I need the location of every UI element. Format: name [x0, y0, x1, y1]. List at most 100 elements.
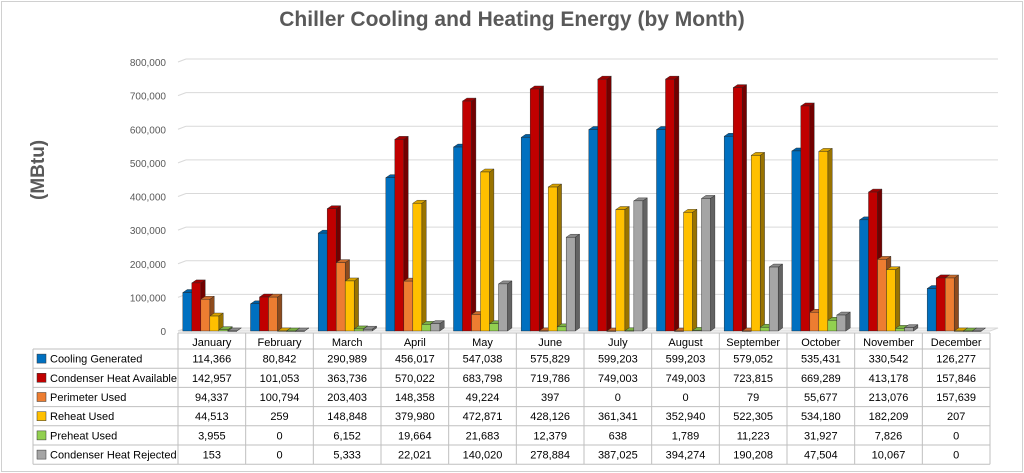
bar — [227, 330, 238, 332]
bar — [750, 155, 761, 332]
gridline-side — [177, 125, 187, 130]
bar — [250, 303, 260, 332]
data-label: 579,052 — [733, 354, 773, 366]
legend-key — [36, 411, 47, 421]
bar — [394, 139, 405, 332]
y-tick-label: 700,000 — [130, 92, 167, 103]
bar — [935, 277, 946, 332]
bar — [277, 330, 287, 332]
bar-side — [692, 208, 698, 332]
bar — [886, 269, 896, 332]
bar — [741, 330, 752, 332]
bar — [904, 327, 914, 332]
bar — [353, 328, 364, 332]
bar — [827, 320, 838, 332]
bar-side — [845, 311, 851, 332]
gridline-side — [177, 226, 187, 231]
bar-side — [674, 75, 680, 332]
data-label: 723,815 — [733, 373, 773, 385]
data-label: 0 — [276, 430, 282, 442]
data-label: 1,789 — [672, 430, 700, 442]
bar — [926, 288, 937, 332]
bar — [200, 299, 211, 332]
gridline-side — [177, 58, 187, 63]
data-label: 6,152 — [333, 430, 361, 442]
bar — [683, 212, 693, 332]
data-label: 0 — [615, 392, 621, 404]
bar — [868, 191, 878, 332]
series-label: Condenser Heat Rejected — [50, 450, 177, 462]
data-label: 352,940 — [666, 411, 706, 423]
series-label: Condenser Heat Available — [50, 373, 177, 385]
data-label: 0 — [953, 430, 959, 442]
month-label: June — [538, 337, 562, 349]
data-label: 114,366 — [192, 354, 231, 366]
bar-side — [827, 148, 833, 332]
y-tick-label: 500,000 — [130, 159, 167, 170]
bar — [701, 198, 711, 332]
bar — [809, 312, 820, 332]
gridline-side — [177, 159, 187, 164]
data-label: 0 — [276, 450, 282, 462]
month-label: April — [404, 337, 426, 349]
data-label: 330,542 — [869, 354, 909, 366]
bar — [344, 280, 355, 332]
bar-side — [574, 233, 580, 332]
bar — [953, 330, 964, 332]
series-label: Reheat Used — [50, 411, 114, 423]
bar — [326, 208, 337, 332]
gridline-side — [177, 260, 187, 265]
bar — [412, 203, 423, 332]
data-label: 126,277 — [936, 354, 976, 366]
data-label: 190,208 — [733, 450, 773, 462]
data-label: 669,289 — [801, 373, 841, 385]
bar — [421, 324, 432, 332]
bar — [556, 326, 567, 332]
bar — [362, 329, 373, 332]
bar-side — [538, 85, 544, 332]
data-label: 12,379 — [533, 430, 567, 442]
legend-key — [36, 392, 47, 402]
month-label: January — [192, 337, 232, 349]
data-label: 456,017 — [395, 354, 435, 366]
bar-side — [809, 102, 815, 332]
data-label: 575,829 — [530, 354, 570, 366]
bar — [430, 323, 441, 332]
bar-side — [471, 97, 477, 332]
bar-side — [642, 197, 648, 332]
data-label: 79 — [747, 392, 759, 404]
bar — [480, 171, 490, 332]
y-tick-label: 300,000 — [130, 226, 167, 237]
bar — [597, 78, 608, 332]
data-label: 472,871 — [463, 411, 503, 423]
month-label: July — [608, 337, 628, 349]
data-label: 3,955 — [198, 430, 226, 442]
y-tick-label: 200,000 — [130, 260, 167, 271]
bar — [471, 314, 481, 332]
data-label: 10,067 — [872, 450, 906, 462]
data-label: 290,989 — [327, 354, 367, 366]
series-label: Perimeter Used — [50, 392, 126, 404]
bar — [259, 296, 269, 332]
bar — [547, 186, 558, 332]
bar-side — [759, 151, 765, 332]
data-label: 683,798 — [463, 373, 503, 385]
data-label: 413,178 — [869, 373, 909, 385]
bar — [877, 259, 887, 332]
data-label: 31,927 — [804, 430, 838, 442]
data-label: 0 — [953, 450, 959, 462]
bar — [606, 330, 617, 332]
data-label: 278,884 — [530, 450, 570, 462]
data-label: 638 — [609, 430, 627, 442]
chart-title: Chiller Cooling and Heating Energy (by M… — [279, 8, 745, 31]
data-label: 101,053 — [260, 373, 300, 385]
data-label: 397 — [541, 392, 559, 404]
bar — [656, 129, 666, 332]
bar — [944, 277, 955, 332]
bar — [836, 314, 847, 332]
month-label: May — [472, 337, 493, 349]
y-tick-label: 400,000 — [130, 193, 167, 204]
bar — [971, 330, 982, 332]
